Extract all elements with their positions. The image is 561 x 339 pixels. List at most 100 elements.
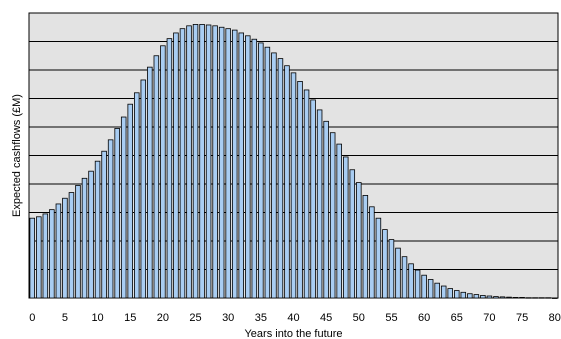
bar-year-15: [127, 103, 133, 299]
bar-year-59: [414, 269, 421, 299]
bar-year-24: [186, 25, 192, 299]
x-tick-label: 15: [124, 312, 136, 324]
bar-year-6: [68, 192, 75, 299]
bar-year-35: [258, 42, 264, 299]
bar-year-7: [75, 185, 81, 299]
bar-year-78: [538, 297, 545, 299]
bar-year-29: [218, 26, 225, 299]
bar-year-19: [153, 55, 160, 299]
bar-year-13: [114, 128, 120, 299]
bar-year-5: [62, 197, 68, 299]
x-tick-label: 30: [222, 312, 234, 324]
x-axis-tick-labels: 0 5 10 15 20 25 30 35 40 45 50 55 60 65 70 75 80: [29, 312, 561, 324]
x-tick-label: 45: [320, 312, 332, 324]
bar-year-56: [395, 247, 401, 299]
x-tick-label: 75: [516, 312, 528, 324]
bar-year-50: [356, 182, 362, 299]
bar-year-48: [342, 156, 349, 299]
bar-year-10: [94, 160, 101, 299]
x-axis-title: Years into the future: [244, 328, 342, 339]
bar-year-47: [336, 143, 342, 299]
bar-year-75: [519, 297, 525, 299]
bar-year-31: [231, 29, 238, 299]
bar-year-41: [297, 81, 303, 299]
x-tick-label: 80: [549, 312, 561, 324]
bar-year-60: [421, 274, 427, 299]
bar-year-14: [120, 116, 127, 299]
bar-year-33: [245, 35, 251, 299]
bar-year-58: [408, 263, 414, 299]
x-tick-label: 25: [189, 312, 201, 324]
bar-year-77: [532, 297, 538, 299]
bar-year-70: [486, 295, 493, 299]
bar-year-17: [140, 79, 147, 299]
bar-year-46: [329, 132, 336, 299]
bar-year-71: [493, 296, 499, 299]
bar-year-36: [264, 46, 271, 299]
bar-year-51: [362, 194, 369, 299]
x-tick-label: 35: [255, 312, 267, 324]
bar-year-49: [349, 169, 356, 299]
bar-year-69: [480, 295, 486, 299]
bar-year-62: [434, 282, 440, 299]
bar-year-67: [467, 293, 473, 299]
bar-year-42: [303, 89, 310, 299]
bar-year-80: [551, 297, 558, 299]
bar-year-3: [49, 209, 55, 299]
x-tick-label: 10: [91, 312, 103, 324]
bar-year-43: [310, 99, 316, 299]
x-tick-label: 65: [451, 312, 463, 324]
bar-year-16: [134, 92, 140, 299]
bar-year-79: [545, 297, 551, 299]
bar-year-0: [29, 217, 36, 299]
bar-year-18: [147, 66, 153, 299]
bar-year-63: [440, 285, 447, 299]
bar-year-65: [454, 290, 460, 299]
bar-year-23: [179, 28, 186, 299]
bar-year-53: [375, 217, 382, 299]
bar-year-20: [160, 45, 166, 299]
bar-year-55: [388, 239, 395, 299]
bar-year-57: [401, 256, 408, 299]
bar-year-38: [277, 58, 284, 299]
x-tick-label: 55: [385, 312, 397, 324]
bar-year-11: [101, 150, 107, 299]
bar-year-8: [81, 177, 88, 299]
bar-year-37: [271, 52, 277, 299]
bar-year-39: [284, 65, 290, 299]
bar-year-22: [173, 32, 179, 299]
bar-year-54: [382, 229, 388, 299]
x-tick-label: 60: [418, 312, 430, 324]
bar-year-32: [238, 32, 244, 299]
x-tick-label: 20: [157, 312, 169, 324]
x-tick-label: 5: [62, 312, 68, 324]
bar-year-12: [107, 139, 114, 299]
bar-year-74: [512, 297, 519, 299]
bar-year-9: [88, 170, 94, 299]
bar-year-34: [251, 38, 258, 299]
bars: [29, 23, 558, 299]
bar-year-44: [316, 109, 323, 299]
bar-year-45: [323, 120, 329, 299]
bar-year-30: [225, 28, 231, 299]
bar-year-66: [460, 291, 467, 299]
x-tick-label: 40: [287, 312, 299, 324]
x-tick-label: 50: [353, 312, 365, 324]
bar-year-40: [290, 72, 297, 299]
bar-year-28: [212, 25, 218, 299]
bar-year-61: [427, 279, 434, 299]
bar-year-21: [166, 38, 173, 299]
bar-year-27: [205, 24, 212, 299]
y-axis-title: Expected cashflows (£M): [11, 94, 23, 217]
bar-year-1: [36, 216, 42, 299]
bar-year-64: [447, 288, 453, 299]
bar-year-52: [369, 206, 375, 299]
x-tick-label: 0: [29, 312, 35, 324]
bar-year-73: [506, 296, 512, 299]
bar-year-68: [473, 294, 480, 299]
bar-year-72: [499, 296, 506, 299]
bar-year-26: [199, 23, 205, 299]
x-tick-label: 70: [483, 312, 495, 324]
bar-year-4: [55, 203, 62, 299]
